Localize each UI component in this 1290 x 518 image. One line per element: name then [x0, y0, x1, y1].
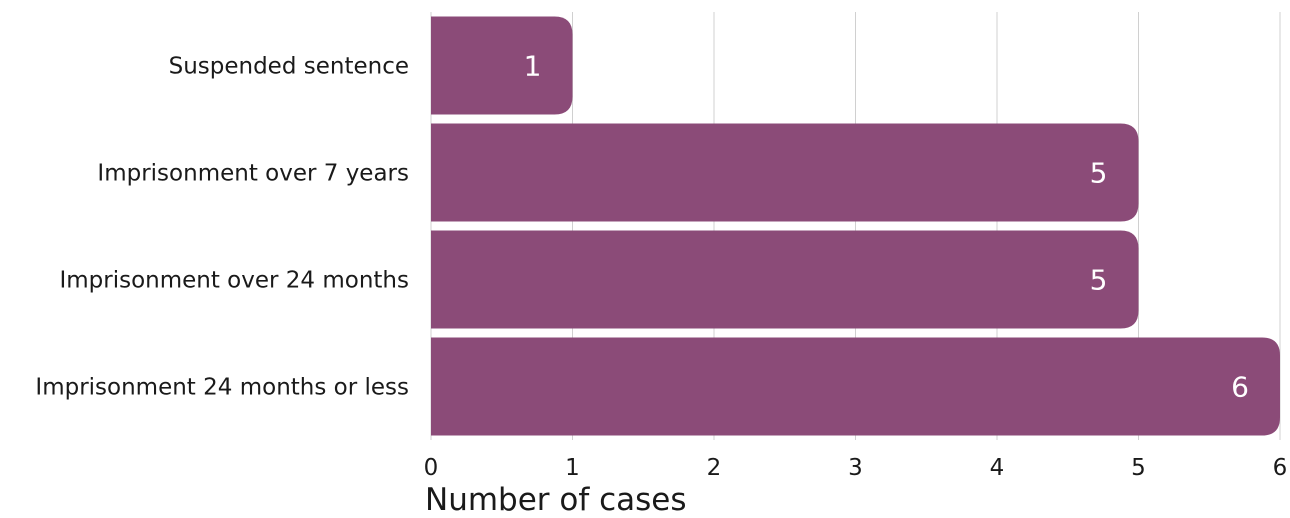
category-label: Imprisonment 24 months or less [35, 375, 409, 401]
category-label: Imprisonment over 7 years [97, 161, 409, 187]
bar-value-label: 5 [1090, 264, 1108, 297]
x-tick-label: 6 [1273, 455, 1288, 481]
bar [431, 337, 1280, 436]
category-label: Imprisonment over 24 months [59, 268, 409, 294]
bar [431, 16, 573, 115]
category-labels: Suspended sentence Imprisonment over 7 ye… [35, 54, 409, 401]
x-tick-label: 0 [424, 455, 439, 481]
x-tick-label: 4 [990, 455, 1005, 481]
bar [431, 230, 1139, 329]
x-tick-label: 1 [565, 455, 580, 481]
bar-value-label: 5 [1090, 157, 1108, 190]
x-axis-ticks: 0 1 2 3 4 5 6 [424, 455, 1288, 481]
x-axis-title: Number of cases [425, 482, 687, 514]
x-tick-label: 5 [1131, 455, 1146, 481]
bar [431, 123, 1139, 222]
x-tick-label: 2 [707, 455, 722, 481]
bar-value-label: 6 [1231, 371, 1249, 404]
x-tick-label: 3 [848, 455, 863, 481]
bar-value-label: 1 [524, 50, 542, 83]
category-label: Suspended sentence [169, 54, 409, 80]
